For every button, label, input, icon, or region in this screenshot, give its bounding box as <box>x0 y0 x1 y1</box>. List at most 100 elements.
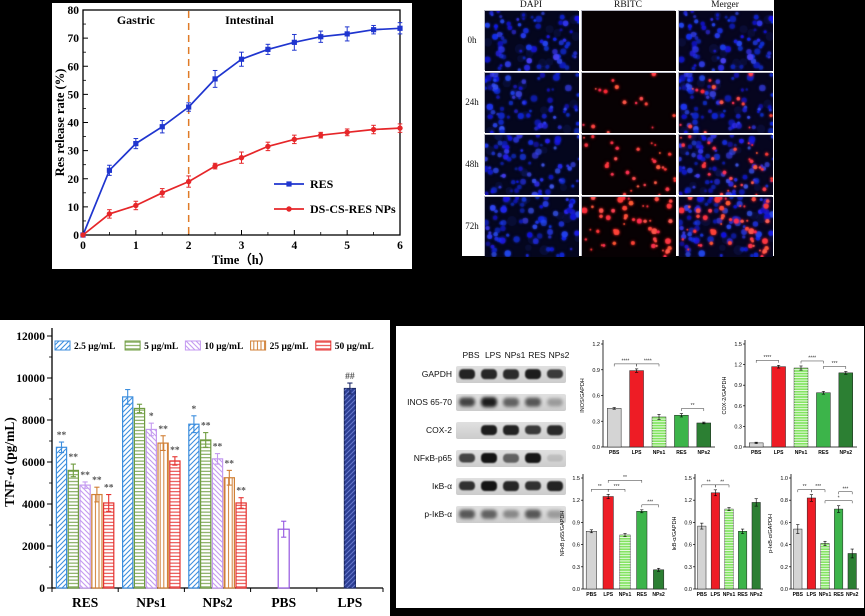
bar-hatch <box>212 458 223 588</box>
bar-hatch <box>80 485 91 588</box>
mini-bar-stripes <box>619 534 631 589</box>
blot-band <box>547 510 563 518</box>
significance-label: ** <box>69 453 79 463</box>
blot-lane-header: NPs1 <box>504 350 526 360</box>
blot-row-COX-2: COX-2 <box>404 416 572 444</box>
mini-chart-inos: 0.0 0.3 0.6 0.9 1.2 INOS/GAPDH PBS LPS NPs1 RES NP… <box>580 340 715 456</box>
microscopy-canvas <box>679 197 773 257</box>
significance-bracket <box>715 484 730 488</box>
x-tick-label: NPs2 <box>698 450 711 456</box>
y-tick-label: 0.3 <box>572 565 580 571</box>
x-tick-label: NPs1 <box>723 592 736 598</box>
microscopy-column-header: DAPI <box>519 0 543 10</box>
blot-band <box>481 425 497 435</box>
x-tick-label: PBS <box>793 592 804 598</box>
blot-band <box>459 481 475 491</box>
bar-hatch <box>91 494 102 588</box>
mini-bar <box>751 502 761 590</box>
y-tick-label: 40 <box>68 118 80 130</box>
microscopy-row-label: 48h <box>465 159 479 169</box>
significance-label: ## <box>345 372 355 382</box>
y-tick-label: 0.9 <box>592 368 600 374</box>
y-tick-label: 1.5 <box>572 476 580 482</box>
series-marker <box>133 202 139 209</box>
blot-band <box>525 481 541 491</box>
bar-hatch <box>188 424 199 588</box>
mini-bar <box>771 366 786 448</box>
x-tick-label: PBS <box>609 450 620 456</box>
mini-chart-nfkb: 0.0 0.3 0.6 0.9 1.2 1.5 NFκB p65/GAPDH PBS LPS NP… <box>560 474 667 598</box>
x-tick-label: LPS <box>711 592 721 598</box>
blot-row-IκB-α: IκB-α <box>404 472 572 500</box>
x-tick-label: LPS <box>807 592 817 598</box>
y-tick-label: 1.5 <box>734 342 742 348</box>
blot-row-label: NFκB-p65 <box>413 453 452 463</box>
y-tick-label: 0.0 <box>780 587 788 593</box>
mini-chart-ikb: 0.0 0.3 0.6 0.9 1.2 1.5 IκB-α/GAPDH PBS LPS NPs1 R… <box>672 474 763 598</box>
series-marker <box>185 178 192 185</box>
bar-hatch <box>200 439 211 588</box>
blot-lane-header: PBS <box>462 350 480 360</box>
mini-bar <box>674 414 689 448</box>
y-tick-label: 60 <box>68 61 80 73</box>
mini-bar-stripes <box>820 543 830 589</box>
bar-hatch <box>122 396 133 588</box>
significance-label: * <box>192 405 197 415</box>
mini-bar <box>816 392 831 448</box>
significance-label: ** <box>691 403 695 409</box>
blot-band <box>525 509 541 519</box>
series-marker <box>106 167 113 173</box>
y-tick-label: 8000 <box>22 415 45 427</box>
blot-band <box>503 481 519 491</box>
y-tick-label: 0.6 <box>734 404 742 410</box>
series-marker <box>159 124 165 130</box>
mini-bar <box>696 422 711 448</box>
mini-bar <box>838 372 853 448</box>
mini-bar <box>636 511 648 590</box>
significance-label: **** <box>644 358 652 364</box>
blot-lane-header: LPS <box>484 350 502 360</box>
blot-band <box>547 454 563 462</box>
microscopy-canvas <box>582 11 676 71</box>
microscopy-image-merge-0h <box>678 10 773 71</box>
mini-bar <box>629 370 644 448</box>
microscopy-canvas <box>485 11 579 71</box>
microscopy-image-rbitc-48h <box>581 134 676 195</box>
significance-bracket <box>823 366 847 369</box>
significance-bracket <box>607 489 626 492</box>
significance-label: **** <box>622 358 630 364</box>
significance-label: ** <box>80 471 90 481</box>
legend-swatch-hatch <box>55 341 70 350</box>
microscopy-image-merge-48h <box>678 134 773 195</box>
y-axis-label: p-IκB-α/GAPDH <box>768 514 774 553</box>
microscopy-canvas <box>485 135 579 195</box>
x-tick-label: 6 <box>397 240 403 252</box>
significance-label: * <box>149 412 154 422</box>
blot-band <box>481 509 497 519</box>
y-tick-label: 0.2 <box>780 565 788 571</box>
x-tick-label: 0 <box>80 240 86 252</box>
y-tick-label: 0.6 <box>572 543 580 549</box>
microscopy-image-merge-72h <box>678 196 773 257</box>
series-marker <box>106 211 113 217</box>
x-tick-label: NPs2 <box>652 592 665 598</box>
microscopy-panel: DAPI RBITC Merger 0h 24h 48h 72h <box>462 0 774 257</box>
y-tick-label: 0.8 <box>780 498 788 504</box>
legend-marker <box>286 206 292 212</box>
x-tick-label: NPs2 <box>750 592 763 598</box>
y-axis-label: IκB-α/GAPDH <box>672 516 678 550</box>
mini-bar <box>697 525 707 590</box>
x-tick-label: NPs2 <box>846 592 859 598</box>
y-tick-label: 1.2 <box>572 498 580 504</box>
category-label: NPs1 <box>136 595 166 610</box>
blot-strip <box>456 393 566 411</box>
y-axis-label: INOS/GAPDH <box>580 378 586 413</box>
microscopy-image-rbitc-72h <box>581 196 676 257</box>
microscopy-row-label: 24h <box>465 97 479 107</box>
x-tick-label: 4 <box>291 240 297 252</box>
microscopy-image-rbitc-24h <box>581 72 676 133</box>
microscopy-image-merge-24h <box>678 72 773 133</box>
tnf-bar-chart: 0 2000 4000 6000 8000 10000 12000 TNF-α (pg/mL)… <box>2 328 384 610</box>
